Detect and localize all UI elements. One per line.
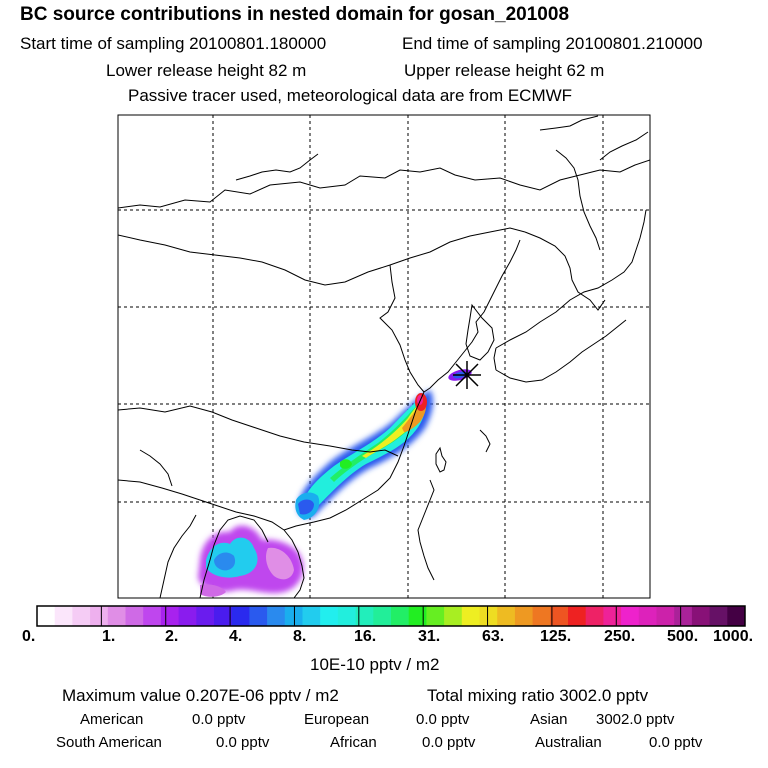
colorbar-cell: [54, 606, 73, 626]
colorbar-tick-label: 1.: [102, 628, 116, 645]
colorbar-cell: [408, 606, 427, 626]
colorbar-tick-label: 8.: [293, 628, 307, 645]
colorbar: [37, 606, 746, 626]
colorbar-cell: [320, 606, 339, 626]
colorbar-cell: [160, 606, 180, 626]
south-american-label: South American: [56, 734, 162, 751]
end-time-label: End time of sampling 20100801.210000: [402, 34, 703, 53]
total-mixing-ratio-label: Total mixing ratio 3002.0 pptv: [427, 686, 649, 705]
colorbar-cell: [497, 606, 516, 626]
colorbar-cell: [568, 606, 587, 626]
release-location-marker: [453, 361, 481, 389]
max-value-label: Maximum value 0.207E-06 pptv / m2: [62, 686, 339, 705]
african-value: 0.0 pptv: [422, 734, 476, 751]
european-label: European: [304, 711, 370, 728]
upper-release-height-label: Upper release height 62 m: [404, 61, 605, 80]
colorbar-cell: [532, 606, 551, 626]
colorbar-cell: [90, 606, 109, 626]
colorbar-tick-label: 250.: [604, 628, 636, 645]
colorbar-cell: [514, 606, 534, 626]
colorbar-cell: [479, 606, 498, 626]
colorbar-tick-label: 500.: [667, 628, 699, 645]
asian-label: Asian: [530, 711, 568, 728]
colorbar-cell: [638, 606, 657, 626]
map-frame: [117, 114, 651, 599]
australian-label: Australian: [535, 734, 602, 751]
colorbar-cell: [214, 606, 233, 626]
colorbar-tick-label: 2.: [165, 628, 179, 645]
colorbar-cell: [709, 606, 728, 626]
colorbar-cell: [302, 606, 321, 626]
colorbar-cell: [585, 606, 604, 626]
colorbar-unit-label: 10E-10 pptv / m2: [310, 655, 440, 674]
colorbar-cell: [125, 606, 144, 626]
concentration-plume: [198, 369, 472, 597]
colorbar-cell: [196, 606, 215, 626]
colorbar-tick-label: 16.: [354, 628, 377, 645]
colorbar-cell: [355, 606, 374, 626]
american-value: 0.0 pptv: [192, 711, 246, 728]
map-gridlines: [118, 115, 650, 598]
colorbar-cell: [107, 606, 126, 626]
colorbar-cell: [727, 606, 746, 626]
colorbar-cell: [231, 606, 250, 626]
asian-value: 3002.0 pptv: [596, 711, 675, 728]
colorbar-tick-label: 125.: [540, 628, 572, 645]
tracer-note: Passive tracer used, meteorological data…: [128, 86, 573, 105]
colorbar-cell: [284, 606, 303, 626]
colorbar-cell: [656, 606, 675, 626]
colorbar-tick-label: 63.: [482, 628, 505, 645]
colorbar-tick-label: 4.: [229, 628, 243, 645]
european-value: 0.0 pptv: [416, 711, 470, 728]
australian-value: 0.0 pptv: [649, 734, 703, 751]
colorbar-cell: [550, 606, 569, 626]
colorbar-tick-label: 31.: [418, 628, 441, 645]
colorbar-cell: [178, 606, 197, 626]
colorbar-cell: [621, 606, 640, 626]
colorbar-cell: [143, 606, 162, 626]
colorbar-cell: [373, 606, 392, 626]
colorbar-cell: [691, 606, 711, 626]
colorbar-frame: [36, 605, 746, 627]
colorbar-cell: [426, 606, 445, 626]
colorbar-cell: [391, 606, 410, 626]
american-label: American: [80, 711, 144, 728]
colorbar-cell: [603, 606, 622, 626]
colorbar-cell: [461, 606, 480, 626]
colorbar-cell: [249, 606, 268, 626]
colorbar-cell: [37, 606, 56, 626]
colorbar-cell: [337, 606, 357, 626]
african-label: African: [330, 734, 377, 751]
colorbar-tick-label: 1000.: [713, 628, 754, 645]
colorbar-cell: [72, 606, 91, 626]
plot-title: BC source contributions in nested domain…: [20, 4, 570, 25]
lower-release-height-label: Lower release height 82 m: [106, 61, 307, 80]
colorbar-cell: [674, 606, 693, 626]
coastlines: [118, 115, 650, 598]
colorbar-cell: [444, 606, 463, 626]
colorbar-cell: [267, 606, 286, 626]
south-american-value: 0.0 pptv: [216, 734, 270, 751]
start-time-label: Start time of sampling 20100801.180000: [20, 34, 327, 53]
colorbar-tick-label: 0.: [22, 628, 36, 645]
